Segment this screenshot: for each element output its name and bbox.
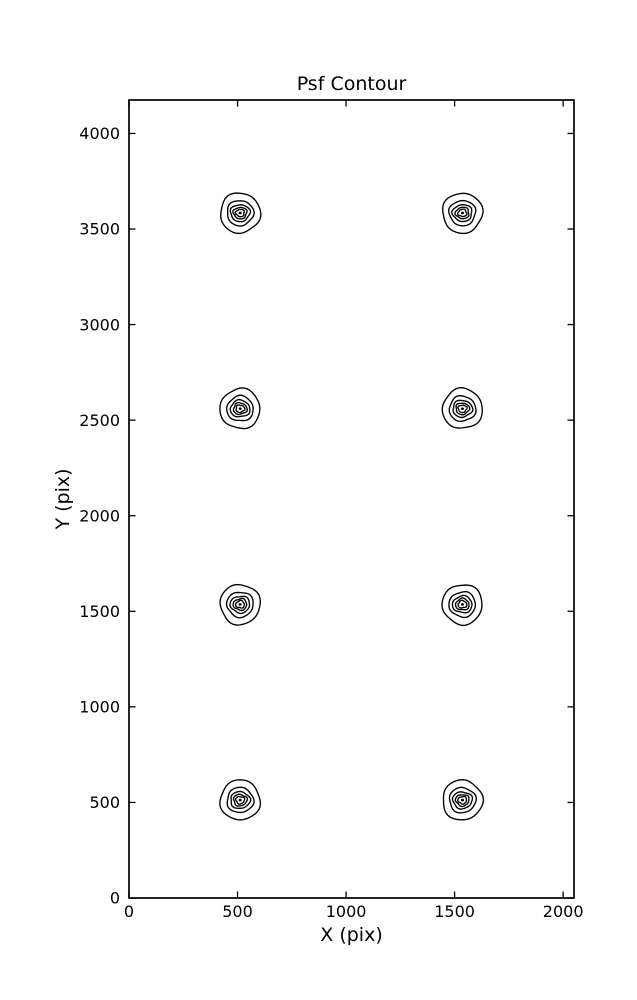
y-tick-label: 3000 (79, 315, 120, 334)
contour-level-line (457, 404, 468, 414)
contour-level-line (451, 594, 473, 614)
contour-level-line (454, 206, 470, 220)
psf-contour-cluster (219, 779, 262, 821)
contour-level-line (232, 206, 248, 220)
contour-level-line (232, 793, 249, 807)
y-tick-label: 0 (110, 889, 120, 908)
psf-contour-cluster (219, 387, 261, 430)
y-tick-label: 3500 (79, 220, 120, 239)
contour-level-line (455, 402, 471, 416)
psf-contour-cluster (219, 583, 262, 626)
psf-core-dot (238, 407, 242, 411)
y-tick-label: 1500 (79, 602, 120, 621)
x-tick-label: 500 (222, 902, 253, 921)
contour-level-line (230, 790, 252, 809)
contour-level-line (234, 208, 245, 218)
contour-level-line (234, 599, 246, 609)
contour-level-line (229, 204, 252, 223)
y-tick-label: 500 (89, 793, 120, 812)
x-tick-label: 1500 (434, 902, 475, 921)
contour-level-line (447, 199, 477, 227)
contour-level-line (441, 584, 483, 627)
y-axis-label: Y (pix) (52, 468, 74, 530)
contour-level-line (457, 795, 468, 805)
contour-level-line (457, 599, 468, 609)
contour-level-line (219, 387, 261, 430)
contour-level-line (442, 778, 485, 821)
contour-level-line (232, 597, 248, 612)
contour-level-line (441, 387, 483, 429)
contour-level-line (454, 597, 470, 611)
tick-marks (128, 100, 574, 899)
contour-level-line (226, 200, 255, 227)
contour-level-line (232, 401, 248, 416)
psf-core-dot (460, 407, 464, 411)
y-tick-label: 1000 (79, 698, 120, 717)
contour-level-line (442, 192, 484, 235)
chart-title: Psf Contour (297, 73, 407, 95)
contour-level-line (235, 404, 246, 414)
psf-core-dot (238, 603, 242, 606)
psf-contour-clusters (219, 192, 485, 821)
contour-level-line (456, 208, 468, 218)
x-tick-label: 0 (124, 902, 134, 921)
psf-contour-cluster (220, 192, 262, 235)
contour-level-line (219, 779, 262, 821)
y-tick-label: 2500 (79, 411, 120, 430)
contour-level-line (234, 795, 246, 805)
psf-contour-cluster (442, 778, 485, 821)
y-tick-label: 2000 (79, 506, 120, 525)
x-tick-label: 2000 (543, 902, 584, 921)
psf-core-dot (460, 211, 464, 215)
contour-level-line (219, 583, 262, 626)
contour-level-line (225, 394, 254, 422)
x-tick-label: 1000 (326, 902, 367, 921)
psf-core-dot (238, 211, 242, 215)
contour-level-line (229, 398, 251, 418)
contour-level-line (448, 786, 478, 814)
contour-level-line (229, 595, 251, 615)
contour-level-line (226, 786, 255, 814)
psf-contour-cluster (441, 387, 483, 429)
contour-level-line (451, 204, 473, 223)
psf-core-dot (238, 798, 242, 802)
psf-core-dot (460, 603, 464, 606)
psf-contour-cluster (442, 192, 484, 235)
contour-level-line (452, 399, 474, 419)
y-tick-label: 4000 (79, 124, 120, 143)
psf-core-dot (460, 798, 464, 802)
contour-level-line (451, 791, 474, 810)
tick-labels: 0 500 1000 1500 2000 0 500 1000 1500 2000 2500 3000… (79, 124, 583, 921)
x-axis-label: X (pix) (320, 924, 382, 946)
psf-contour-cluster (441, 584, 483, 627)
contour-level-line (220, 192, 262, 235)
contour-level-line (225, 591, 254, 619)
contour-level-line (448, 590, 477, 619)
contour-level-line (454, 794, 470, 808)
contour-level-line (448, 394, 477, 423)
plot-border (128, 99, 575, 899)
